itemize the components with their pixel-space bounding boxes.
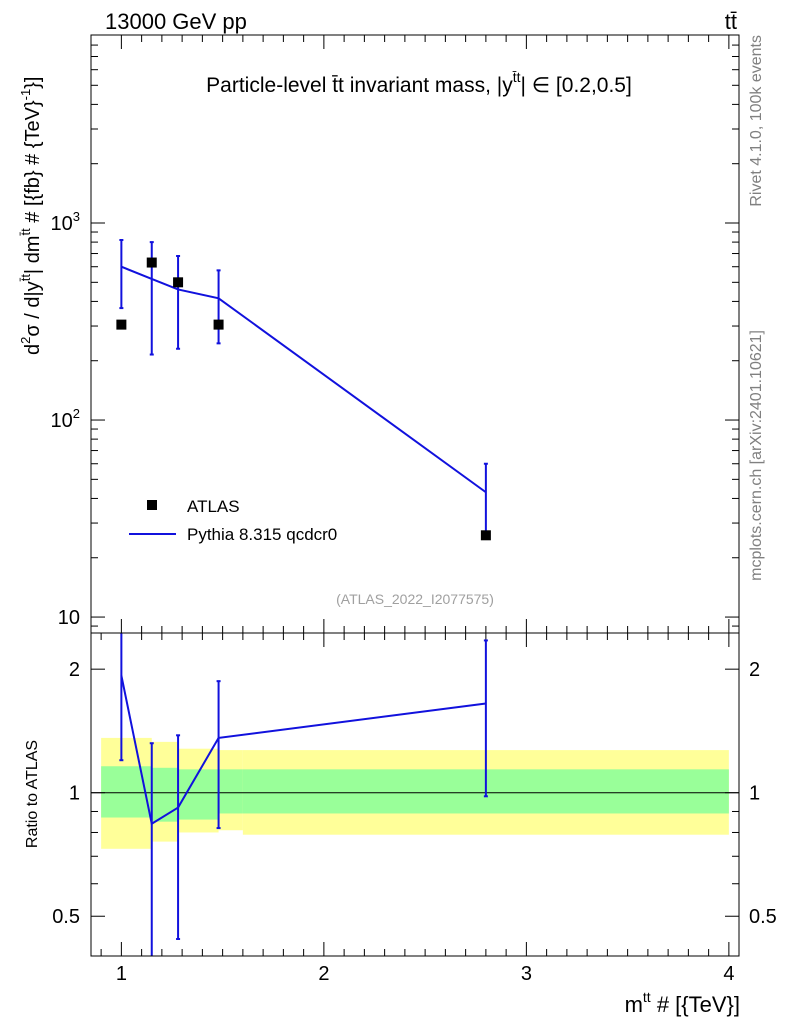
legend-atlas-marker	[147, 500, 157, 510]
legend-atlas-label: ATLAS	[187, 497, 240, 516]
atlas-point	[173, 277, 184, 288]
x-tick-label: 4	[723, 963, 734, 985]
header-right: tt̄	[725, 9, 737, 34]
ratio-data	[119, 633, 488, 956]
main-panel: 10 102 103 Particle-level t̄t invariant ma…	[18, 34, 740, 634]
main-ticks: 10 102 103	[51, 34, 739, 633]
legend-pythia-label: Pythia 8.315 qcdcr0	[187, 525, 337, 544]
ratio-y-axis-label: Ratio to ATLAS	[24, 740, 41, 848]
ratio-line	[120, 675, 487, 826]
x-axis-label: mtt # [{TeV}]	[625, 989, 740, 1017]
uncertainty-band	[151, 767, 179, 822]
main-y-tick-label: 103	[51, 209, 80, 235]
main-y-tick-label: 102	[51, 406, 80, 432]
x-tick-label: 1	[116, 963, 127, 985]
atlas-point	[116, 319, 127, 330]
ratio-y-tick-label-right: 0.5	[749, 906, 777, 928]
ratio-panel: 0.5 0.5 1 1 2 2 1 2 3 4 Ratio to ATLAS mtt # [{Te…	[24, 632, 777, 1017]
legend: ATLAS Pythia 8.315 qcdcr0	[129, 497, 337, 544]
ratio-ticks: 0.5 0.5 1 1 2 2 1 2 3 4	[52, 633, 777, 985]
atlas-point	[146, 257, 157, 268]
x-tick-label: 3	[521, 963, 532, 985]
main-title: Particle-level t̄t invariant mass, |yt̄t…	[206, 69, 632, 97]
analysis-watermark: (ATLAS_2022_I2077575)	[336, 591, 494, 607]
pythia-line	[121, 265, 487, 494]
atlas-point	[480, 530, 491, 541]
ratio-bands	[101, 737, 729, 849]
ratio-y-tick-label: 0.5	[52, 906, 80, 928]
ratio-frame	[90, 632, 740, 957]
atlas-point	[213, 319, 224, 330]
uncertainty-band	[178, 769, 219, 820]
ratio-y-tick-label: 1	[69, 783, 80, 805]
mcplots-info: mcplots.cern.ch [arXiv:2401.10621]	[748, 330, 765, 581]
x-tick-label: 2	[318, 963, 329, 985]
header-left: 13000 GeV pp	[105, 9, 247, 34]
uncertainty-band	[218, 769, 243, 814]
rivet-info: Rivet 4.1.0, 100k events	[748, 35, 765, 207]
ratio-y-tick-label-right: 2	[749, 659, 760, 681]
main-y-axis-label: d2σ / d|yt̄t| dmt̄t # [{fb} # {TeV}-1}]	[18, 77, 44, 355]
main-y-tick-label: 10	[58, 607, 80, 629]
main-data	[116, 238, 491, 541]
ratio-y-tick-label: 2	[69, 659, 80, 681]
uncertainty-band	[101, 766, 152, 818]
ratio-y-tick-label-right: 1	[749, 783, 760, 805]
